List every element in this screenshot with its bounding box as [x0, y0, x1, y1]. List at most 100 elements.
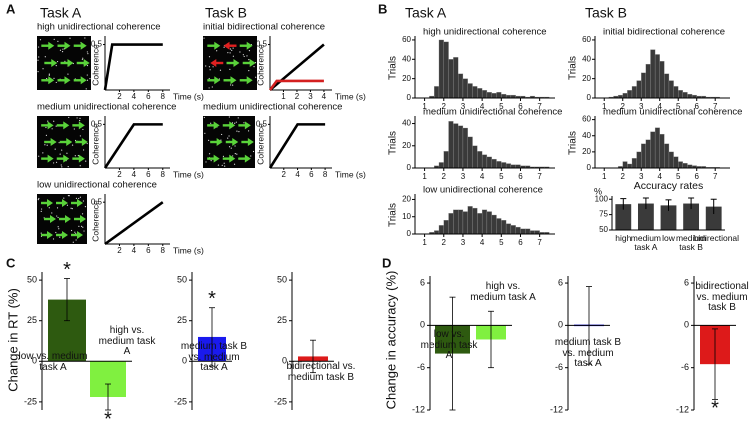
x-tick-label: 6 — [694, 172, 699, 181]
histogram-bar — [525, 228, 531, 235]
subplot-title: low unidirectional coherence — [423, 185, 543, 196]
stimulus-dot — [55, 81, 57, 84]
histogram-bar — [467, 206, 473, 235]
stimulus-dot — [81, 213, 84, 215]
x-tick-label: 2 — [621, 102, 626, 111]
histogram-bar — [496, 161, 502, 169]
stimulus-arrowhead — [62, 199, 68, 207]
task-header: Task B — [205, 5, 247, 21]
x-tick-label: 2 — [117, 246, 122, 255]
stimulus-dot — [227, 52, 229, 54]
coherence-line — [104, 201, 164, 246]
y-axis-label: Change in accuracy (%) — [383, 271, 398, 410]
stimulus-arrowhead — [210, 59, 217, 67]
stimulus-arrowhead — [47, 154, 54, 163]
stimulus-dot — [78, 197, 80, 200]
x-tick-label: 2 — [442, 172, 447, 181]
y-tick-label: -6 — [417, 362, 425, 372]
x-tick-label: 6 — [146, 92, 151, 101]
stimulus-dot — [40, 208, 43, 210]
x-tick-label: 8 — [323, 170, 328, 179]
stimulus-dot — [45, 134, 48, 136]
stimulus-dot — [63, 197, 65, 199]
stimulus-dot — [53, 38, 55, 40]
x-tick-label: 6 — [518, 238, 523, 247]
stimulus-dot — [89, 78, 91, 80]
y-tick-label: 20 — [582, 147, 591, 156]
histogram-bar — [641, 143, 647, 169]
x-axis-label: Time (s) — [173, 245, 204, 255]
y-tick-label: -12 — [412, 404, 425, 414]
stimulus-arrowhead — [223, 41, 230, 50]
stimulus-arrowhead — [214, 76, 221, 85]
y-axis-label: Trials — [388, 131, 399, 155]
stimulus-dot — [81, 58, 83, 61]
significance-marker: * — [104, 408, 112, 422]
histogram-bar — [477, 151, 483, 169]
stimulus-dot — [221, 133, 223, 136]
stimulus-dot — [71, 208, 73, 210]
stimulus-dot — [71, 144, 74, 146]
bar — [660, 205, 677, 230]
histogram-bar — [458, 73, 464, 99]
stimulus-dot — [82, 128, 84, 131]
x-tick-label: 2 — [117, 170, 122, 179]
stimulus-dot — [79, 117, 81, 119]
stimulus-dot — [55, 125, 57, 127]
histogram-bar — [472, 86, 478, 99]
stimulus-arrowhead — [81, 138, 88, 146]
bar — [637, 203, 654, 230]
histogram-bar — [462, 78, 468, 99]
stimulus-dot — [79, 196, 81, 198]
y-tick-label: 10 — [402, 212, 411, 221]
stimulus-dot — [203, 116, 205, 119]
histogram-bar — [443, 220, 449, 235]
stimulus-arrowhead — [232, 138, 239, 146]
stimulus-arrowhead — [47, 231, 53, 239]
stimulus-arrowhead — [48, 76, 55, 85]
x-tick-label: 4 — [132, 170, 137, 179]
subplot-title: high unidirectional coherence — [423, 27, 547, 38]
stimulus-dot — [76, 117, 78, 119]
x-tick-label: medium task B — [675, 233, 707, 252]
x-tick-label: 2 — [282, 170, 287, 179]
stimulus-dot — [216, 50, 218, 52]
panel-label: C — [6, 255, 16, 270]
stimulus-dot — [67, 166, 69, 168]
x-tick-label: 3 — [461, 172, 466, 181]
histogram-bar — [622, 161, 628, 169]
stimulus-dot — [48, 74, 50, 76]
stimulus-dot — [83, 230, 85, 232]
stimulus-dot — [86, 74, 88, 76]
stimulus-dot — [44, 56, 46, 58]
x-tick-label: 5 — [499, 238, 504, 247]
y-tick-label: 0 — [407, 229, 412, 238]
stimulus-arrowhead — [64, 76, 71, 85]
histogram-bar — [678, 90, 683, 99]
stimulus-dot — [74, 231, 76, 233]
subplot-title: Accuracy rates — [634, 180, 703, 192]
stimulus-arrowhead — [47, 121, 54, 130]
stimulus-dot — [208, 139, 210, 141]
y-axis-label: Change in RT (%) — [5, 288, 20, 392]
stimulus-arrowhead — [50, 215, 56, 223]
stimulus-dot — [229, 52, 231, 54]
coherence-line — [269, 43, 325, 91]
stimulus-dot — [79, 165, 81, 167]
stimulus-arrowhead — [213, 154, 220, 163]
stimulus-dot — [224, 165, 226, 167]
significance-marker: * — [711, 398, 719, 420]
stimulus-dot — [59, 153, 61, 155]
stimulus-dot — [228, 116, 230, 118]
stimulus-dot — [70, 229, 73, 232]
y-axis-label: Trials — [568, 56, 579, 80]
stimulus-dot — [208, 87, 210, 89]
coherence-line — [268, 123, 326, 169]
x-tick-label: 3 — [639, 172, 644, 181]
histogram-bar — [529, 230, 536, 235]
stimulus-dot — [212, 66, 214, 68]
series-label: medium task B vs. medium task A — [554, 337, 622, 369]
y-axis-label: Coherence — [90, 123, 100, 165]
x-tick-label: 5 — [499, 172, 504, 181]
stimulus-dot — [69, 37, 71, 39]
